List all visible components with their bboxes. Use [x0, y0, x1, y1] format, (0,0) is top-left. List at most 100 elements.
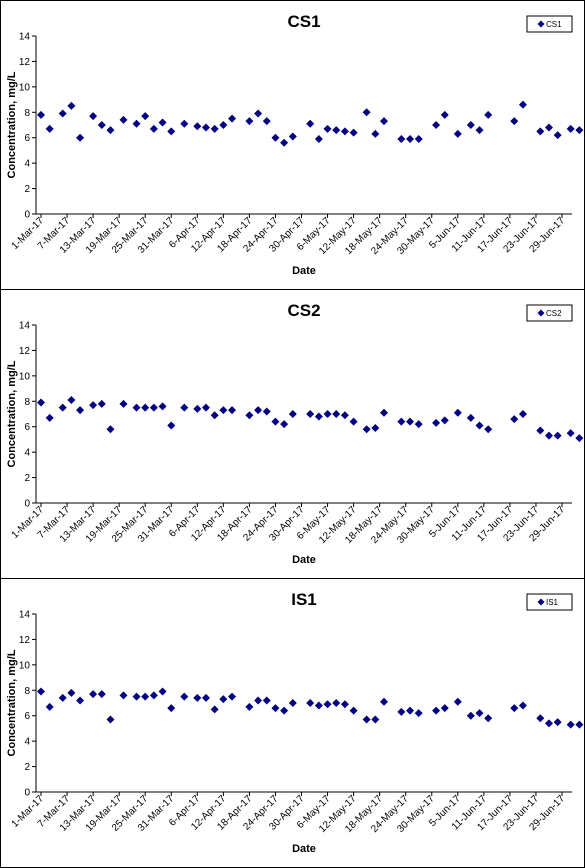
- data-point-is1: [466, 711, 475, 720]
- data-point-cs2: [484, 425, 493, 434]
- data-point-cs1: [158, 118, 167, 127]
- x-axis-title: Date: [292, 265, 316, 277]
- y-tick-label: 2: [24, 184, 30, 195]
- data-point-cs1: [566, 124, 575, 133]
- data-point-is1: [193, 693, 202, 702]
- data-point-is1: [210, 705, 219, 714]
- data-point-cs1: [119, 115, 128, 124]
- data-point-cs1: [544, 123, 553, 132]
- x-axis-title: Date: [292, 843, 316, 855]
- y-tick-label: 6: [24, 711, 30, 722]
- data-point-cs2: [228, 406, 237, 415]
- data-point-is1: [288, 699, 297, 707]
- y-tick-label: 0: [24, 210, 30, 221]
- legend-label: IS1: [546, 598, 559, 607]
- data-point-cs2: [475, 421, 484, 430]
- data-point-is1: [349, 706, 358, 715]
- legend-marker-icon: [537, 20, 545, 28]
- data-point-cs2: [97, 399, 106, 408]
- data-point-is1: [362, 715, 371, 724]
- data-point-is1: [484, 714, 493, 723]
- data-point-is1: [254, 696, 263, 705]
- data-point-cs1: [245, 117, 254, 126]
- legend-box: [526, 593, 573, 611]
- data-point-cs1: [406, 134, 415, 143]
- chart-svg-cs1: CS1024681012141-Mar-177-Mar-1713-Mar-171…: [0, 0, 585, 290]
- data-point-cs1: [553, 131, 562, 140]
- data-point-cs2: [37, 398, 45, 407]
- data-point-is1: [453, 697, 462, 706]
- data-point-is1: [379, 697, 388, 706]
- data-point-cs1: [58, 109, 67, 118]
- data-point-cs1: [271, 133, 280, 142]
- data-point-cs1: [475, 126, 484, 135]
- data-point-cs1: [379, 117, 388, 126]
- data-point-is1: [106, 715, 115, 724]
- data-point-cs1: [288, 132, 297, 141]
- data-point-cs2: [271, 417, 280, 426]
- data-point-is1: [536, 714, 545, 723]
- legend-box: [526, 15, 573, 33]
- data-point-cs2: [119, 399, 128, 408]
- data-point-cs1: [453, 129, 462, 138]
- y-tick-label: 8: [24, 108, 30, 119]
- chart-panel-cs2: CS2 0 2 4 6 8 10 12 14 1-Mar-17 7-Mar-17 13-Mar-17 1…: [0, 289, 585, 579]
- data-point-cs1: [180, 119, 189, 128]
- data-point-cs2: [288, 410, 297, 418]
- data-point-is1: [89, 690, 98, 699]
- data-point-cs1: [201, 123, 210, 132]
- data-point-cs1: [132, 119, 141, 128]
- data-point-cs1: [167, 127, 176, 136]
- chart-panel-is1: IS1 0 2 4 6 8 10 12 14 1-Mar-17 7-Mar-17 13-Mar-17 1…: [0, 578, 585, 868]
- y-tick-label: 14: [19, 32, 31, 43]
- data-point-cs2: [180, 403, 189, 412]
- data-point-cs1: [67, 101, 76, 110]
- y-tick-label: 0: [24, 788, 30, 799]
- legend-marker-icon: [537, 598, 545, 606]
- data-point-is1: [58, 693, 67, 702]
- data-point-cs1: [349, 128, 358, 137]
- data-point-cs1: [371, 129, 380, 138]
- data-point-cs2: [132, 403, 141, 412]
- data-point-is1: [219, 695, 228, 704]
- data-point-cs1: [440, 110, 449, 119]
- y-tick-label: 6: [24, 133, 30, 144]
- data-point-cs1: [37, 110, 45, 119]
- data-point-cs2: [466, 413, 475, 422]
- data-point-cs1: [466, 121, 475, 129]
- data-point-cs2: [141, 403, 150, 412]
- data-point-is1: [45, 702, 54, 711]
- legend-cs1: CS1: [526, 15, 573, 33]
- data-point-is1: [553, 718, 562, 727]
- data-point-is1: [397, 707, 406, 716]
- data-point-is1: [37, 687, 45, 696]
- data-point-cs2: [158, 402, 167, 411]
- y-tick-label: 6: [24, 422, 30, 433]
- data-point-cs2: [566, 429, 575, 438]
- data-point-cs2: [414, 420, 423, 429]
- chart-title: CS1: [287, 12, 320, 31]
- data-point-cs1: [414, 134, 423, 143]
- data-point-is1: [566, 720, 575, 729]
- data-point-is1: [228, 692, 237, 701]
- data-point-cs1: [484, 110, 493, 119]
- data-point-is1: [132, 692, 141, 701]
- legend-is1: IS1: [526, 593, 573, 611]
- data-point-cs1: [518, 100, 527, 109]
- data-point-is1: [306, 699, 315, 707]
- data-point-is1: [544, 719, 553, 728]
- chart-panel-cs1: CS1 0 2 4 6 8 10 12 14 1-Mar-17 7-Mar-17 13-Mar-17 1…: [0, 0, 585, 290]
- y-tick-label: 12: [19, 57, 31, 68]
- data-point-cs2: [510, 415, 519, 424]
- data-point-cs2: [553, 431, 562, 440]
- y-axis-title: Concentration, mg/L: [6, 360, 18, 467]
- data-point-cs2: [89, 401, 98, 410]
- data-point-cs1: [332, 126, 341, 135]
- data-point-cs2: [340, 411, 349, 420]
- data-point-cs2: [332, 410, 341, 418]
- y-tick-label: 8: [24, 686, 30, 697]
- chart-title: IS1: [291, 590, 317, 609]
- data-point-is1: [340, 700, 349, 709]
- data-point-is1: [414, 709, 423, 718]
- data-point-is1: [201, 693, 210, 702]
